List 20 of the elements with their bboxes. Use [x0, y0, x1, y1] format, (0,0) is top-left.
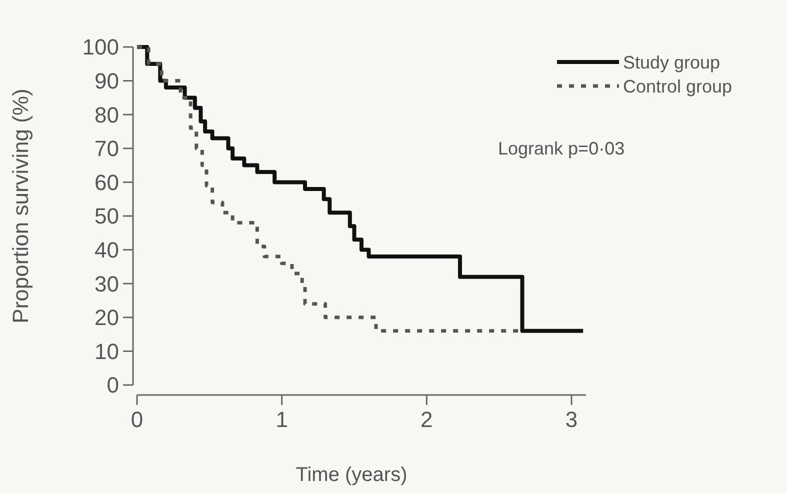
legend-label: Control group [623, 76, 732, 96]
y-tick-label: 60 [94, 170, 119, 195]
x-tick-label: 3 [565, 407, 578, 432]
y-tick-label: 40 [94, 238, 119, 262]
x-tick-label: 0 [130, 407, 144, 432]
x-axis-title: Time (years) [296, 464, 408, 486]
y-tick-label: 10 [94, 338, 119, 364]
x-tick-label: 1 [276, 407, 288, 432]
y-tick-label: 100 [82, 34, 119, 60]
y-tick-label: 90 [94, 68, 119, 94]
annotation: Logrank p=0·03 [498, 138, 625, 158]
legend-label: Study group [623, 52, 720, 72]
y-tick-label: 0 [106, 372, 119, 398]
y-axis-title: Proportion surviving (%) [8, 88, 33, 324]
x-tick-label: 2 [420, 407, 433, 432]
y-tick-label: 20 [94, 305, 119, 330]
y-tick-label: 50 [94, 204, 119, 229]
y-tick-label: 80 [94, 102, 119, 128]
y-tick-label: 70 [94, 136, 119, 162]
y-tick-label: 30 [94, 271, 119, 296]
